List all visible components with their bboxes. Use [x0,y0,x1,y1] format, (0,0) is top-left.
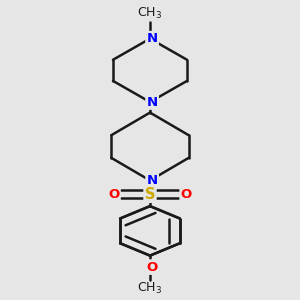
Text: O: O [108,188,119,201]
Text: N: N [146,95,158,109]
Text: N: N [146,174,158,187]
Text: O: O [181,188,192,201]
Text: CH$_3$: CH$_3$ [137,5,163,20]
Text: O: O [146,261,158,274]
Text: CH$_3$: CH$_3$ [137,281,163,296]
Text: S: S [145,187,155,202]
Text: N: N [146,32,158,45]
